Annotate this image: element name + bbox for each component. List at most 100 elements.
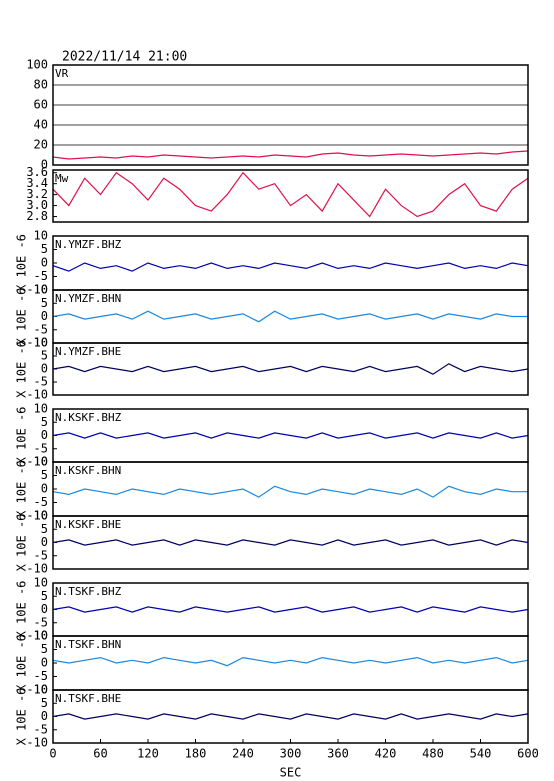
y-tick-label: 10 — [34, 576, 48, 590]
y-tick-label: -5 — [34, 722, 48, 736]
y-tick-label: 5 — [41, 468, 48, 482]
trace — [52, 485, 528, 498]
y-tick-label: 10 — [34, 509, 48, 523]
panel-frame — [52, 64, 529, 166]
y-tick-label: 80 — [34, 78, 48, 92]
y-tick-label: -5 — [34, 441, 48, 455]
y-tick-label: 0 — [41, 656, 48, 670]
y-tick-label: 0 — [41, 428, 48, 442]
x-tick-label: 180 — [185, 747, 207, 761]
x-tick-label: 420 — [375, 747, 397, 761]
y-tick-label: 0 — [41, 535, 48, 549]
x-tick-label: 480 — [422, 747, 444, 761]
y-tick-label: 0 — [41, 158, 48, 172]
x-tick-label: 600 — [517, 747, 539, 761]
y-axis-label: X 10E -6 — [15, 340, 29, 398]
x-tick-label: 60 — [93, 747, 107, 761]
trace — [52, 713, 529, 720]
y-tick-label: -5 — [34, 322, 48, 336]
y-tick-label: -10 — [26, 736, 48, 750]
trace — [52, 171, 529, 218]
trace — [52, 539, 529, 546]
y-tick-label: 5 — [41, 349, 48, 363]
y-tick-label: 0 — [41, 482, 48, 496]
trace — [52, 310, 528, 323]
y-tick-label: 0 — [41, 362, 48, 376]
y-tick-label: 10 — [34, 683, 48, 697]
trace — [52, 363, 529, 375]
y-axis-label: X 10E -6 — [15, 634, 29, 692]
y-axis-label: X 10E -6 — [15, 514, 29, 572]
panel-frame — [52, 342, 529, 396]
y-tick-label: -5 — [34, 615, 48, 629]
y-tick-label: 3.4 — [26, 176, 48, 190]
x-tick-label: 300 — [280, 747, 302, 761]
y-axis-label: X 10E -6 — [15, 688, 29, 746]
y-tick-label: 2.8 — [26, 209, 48, 223]
y-axis-label: X 10E -6 — [15, 581, 29, 639]
y-tick-label: 10 — [34, 455, 48, 469]
y-tick-label: 3.0 — [26, 198, 48, 212]
chart-title: 2022/11/14 21:00 — [62, 50, 187, 65]
y-tick-label: 40 — [34, 118, 48, 132]
x-tick-label: 360 — [327, 747, 349, 761]
y-tick-label: -5 — [34, 269, 48, 283]
y-tick-label: -10 — [26, 683, 48, 697]
panel-frame — [52, 169, 529, 223]
y-tick-label: 5 — [41, 589, 48, 603]
trace — [52, 606, 529, 613]
y-axis-label: X 10E -6 — [15, 407, 29, 465]
panel-label: Mw — [55, 172, 69, 185]
panel-label: N.YMZF.BHE — [55, 345, 121, 358]
y-tick-label: 0 — [41, 256, 48, 270]
y-tick-label: 5 — [41, 696, 48, 710]
x-tick-label: 540 — [470, 747, 492, 761]
y-tick-label: 20 — [34, 138, 48, 152]
panel-label: N.TSKF.BHN — [55, 638, 121, 651]
trace — [52, 262, 529, 272]
y-tick-label: 5 — [41, 415, 48, 429]
y-tick-label: 5 — [41, 242, 48, 256]
panel-frame — [52, 635, 529, 691]
y-tick-label: -10 — [26, 629, 48, 643]
x-tick-label: 0 — [49, 747, 56, 761]
panel-frame — [52, 235, 529, 291]
trace — [52, 432, 529, 439]
y-tick-label: -10 — [26, 455, 48, 469]
y-tick-label: 5 — [41, 642, 48, 656]
panel-label: N.YMZF.BHN — [55, 292, 121, 305]
panel-label: N.KSKF.BHN — [55, 464, 121, 477]
panel-label: N.YMZF.BHZ — [55, 238, 122, 251]
y-tick-label: 60 — [34, 98, 48, 112]
x-axis-label: SEC — [280, 766, 302, 780]
y-tick-label: 0 — [41, 709, 48, 723]
panel-frame — [52, 689, 529, 744]
panel-label: N.TSKF.BHZ — [55, 585, 122, 598]
y-tick-label: -10 — [26, 509, 48, 523]
panel-label: N.TSKF.BHE — [55, 692, 121, 705]
y-tick-label: 0 — [41, 309, 48, 323]
y-axis-label: X 10E -6 — [15, 288, 29, 346]
panel-frame — [52, 515, 529, 570]
y-tick-label: -10 — [26, 283, 48, 297]
y-tick-label: 3.2 — [26, 187, 48, 201]
y-tick-label: -5 — [34, 669, 48, 683]
y-tick-label: 10 — [34, 336, 48, 350]
y-tick-label: 10 — [34, 283, 48, 297]
y-tick-label: 3.6 — [26, 165, 48, 179]
x-tick-label: 120 — [137, 747, 159, 761]
trace — [52, 656, 529, 667]
y-tick-label: 5 — [41, 522, 48, 536]
y-tick-label: 100 — [26, 58, 48, 72]
y-tick-label: -5 — [34, 548, 48, 562]
y-axis-label: X 10E -6 — [15, 460, 29, 518]
y-tick-label: 5 — [41, 296, 48, 310]
panel-label: N.KSKF.BHZ — [55, 411, 122, 424]
x-tick-label: 240 — [232, 747, 254, 761]
y-tick-label: -10 — [26, 336, 48, 350]
y-tick-label: -10 — [26, 562, 48, 576]
trace — [52, 150, 529, 160]
y-tick-label: 0 — [41, 602, 48, 616]
y-tick-label: -5 — [34, 375, 48, 389]
